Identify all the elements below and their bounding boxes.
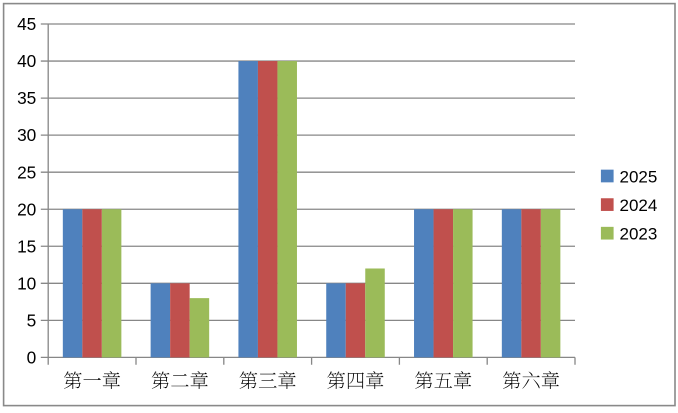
svg-text:45: 45 bbox=[17, 14, 36, 34]
svg-text:0: 0 bbox=[27, 348, 37, 368]
svg-text:35: 35 bbox=[17, 88, 36, 108]
svg-text:2025: 2025 bbox=[620, 167, 658, 186]
svg-text:25: 25 bbox=[17, 162, 36, 182]
svg-text:30: 30 bbox=[17, 125, 36, 145]
svg-text:5: 5 bbox=[27, 310, 37, 330]
svg-text:40: 40 bbox=[17, 51, 36, 71]
svg-text:2023: 2023 bbox=[620, 225, 658, 244]
svg-text:15: 15 bbox=[17, 236, 36, 256]
svg-text:20: 20 bbox=[17, 199, 36, 219]
svg-text:10: 10 bbox=[17, 273, 36, 293]
svg-text:2024: 2024 bbox=[620, 196, 658, 215]
